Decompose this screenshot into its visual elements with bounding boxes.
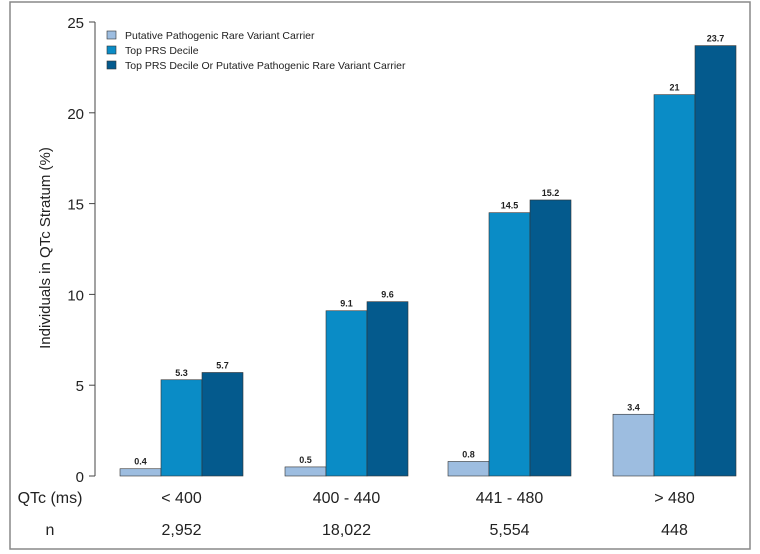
y-tick-label: 25	[67, 15, 84, 32]
bar	[325, 310, 368, 477]
n-value: 5,554	[489, 522, 529, 539]
legend-label: Top PRS Decile	[125, 45, 199, 57]
y-tick-label: 15	[67, 197, 84, 214]
n-value: 2,952	[161, 522, 201, 539]
legend-label: Putative Pathogenic Rare Variant Carrier	[125, 30, 315, 42]
data-label: 0.4	[134, 457, 147, 467]
y-tick-label: 20	[67, 106, 84, 123]
y-tick-label: 10	[67, 287, 84, 304]
bar	[366, 301, 409, 477]
bar	[201, 372, 244, 477]
bar	[612, 413, 655, 477]
data-label: 21	[669, 83, 679, 93]
x-tick-label: > 480	[654, 490, 695, 507]
data-label: 5.3	[175, 368, 188, 378]
n-value: 448	[661, 522, 688, 539]
bar	[447, 461, 490, 477]
x-tick-label: 441 - 480	[476, 490, 544, 507]
legend-swatch	[106, 60, 117, 70]
bar	[284, 466, 327, 477]
n-value: 18,022	[322, 522, 371, 539]
data-label: 9.1	[340, 299, 353, 309]
bar	[119, 468, 162, 477]
y-tick-label: 5	[76, 378, 84, 395]
data-label: 0.5	[299, 455, 312, 465]
x-axis-label: QTc (ms)	[18, 490, 83, 507]
n-label: n	[46, 522, 55, 539]
y-tick-label: 0	[76, 469, 84, 486]
bar	[488, 212, 531, 477]
bar	[694, 45, 737, 477]
x-tick-label: < 400	[161, 490, 202, 507]
data-label: 0.8	[462, 449, 475, 459]
data-label: 9.6	[381, 290, 394, 300]
bar	[160, 379, 203, 477]
bar	[529, 199, 572, 477]
y-axis-label: Individuals in QTc Stratum (%)	[37, 147, 54, 349]
legend-swatch	[106, 45, 117, 55]
legend-label: Top PRS Decile Or Putative Pathogenic Ra…	[125, 60, 406, 72]
data-label: 15.2	[542, 188, 560, 198]
legend-swatch	[106, 30, 117, 40]
frame	[9, 1, 751, 550]
data-label: 5.7	[216, 360, 229, 370]
x-tick-label: 400 - 440	[313, 490, 381, 507]
data-label: 3.4	[627, 402, 640, 412]
data-label: 23.7	[707, 34, 725, 44]
bar	[653, 94, 696, 477]
data-label: 14.5	[501, 201, 519, 211]
